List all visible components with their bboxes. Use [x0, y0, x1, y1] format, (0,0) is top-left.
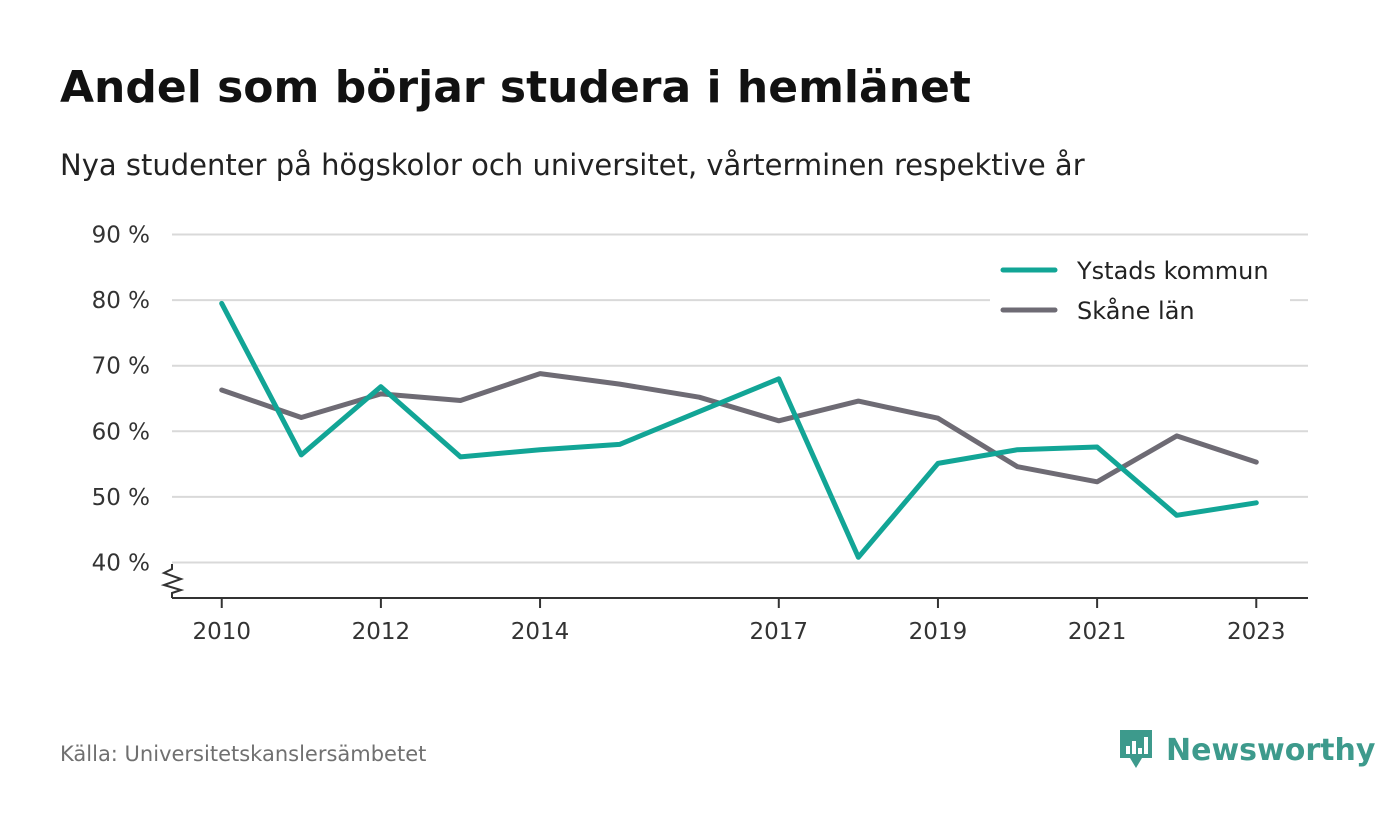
data-point — [458, 455, 462, 459]
legend: Ystads kommun Skåne län — [990, 250, 1290, 332]
grid-lines — [172, 233, 1308, 564]
chart-subtitle: Nya studenter på högskolor och universit… — [60, 148, 1085, 182]
data-point — [220, 388, 224, 392]
data-point — [697, 410, 701, 414]
data-point — [856, 555, 860, 559]
data-point — [299, 416, 303, 420]
axis-break-icon — [160, 564, 185, 598]
data-point — [618, 382, 622, 386]
y-axis-tick-labels: 40 % 50 % 60 % 70 % 80 % 90 % — [92, 223, 150, 577]
data-point — [1254, 460, 1258, 464]
data-point — [1095, 445, 1099, 449]
data-point — [458, 398, 462, 402]
data-point — [538, 448, 542, 452]
y-tick-label: 80 % — [92, 288, 150, 314]
data-point — [1016, 465, 1020, 469]
data-point — [1175, 434, 1179, 438]
source-note: Källa: Universitetskanslersämbetet — [60, 742, 427, 766]
brand-name: Newsworthy — [1166, 732, 1376, 768]
y-tick-label: 40 % — [92, 551, 150, 577]
data-point — [936, 461, 940, 465]
legend-label-0: Ystads kommun — [1076, 257, 1269, 285]
data-point — [379, 385, 383, 389]
x-tick-label: 2021 — [1068, 619, 1127, 645]
data-point — [220, 301, 224, 305]
x-tick-label: 2012 — [352, 619, 411, 645]
data-point — [1175, 513, 1179, 517]
series-lines — [219, 300, 1259, 560]
legend-background — [990, 250, 1290, 332]
data-point — [936, 416, 940, 420]
brand-logo[interactable]: Newsworthy — [1118, 728, 1375, 772]
series-line-1 — [219, 371, 1259, 485]
data-point — [697, 395, 701, 399]
x-axis — [160, 564, 1308, 599]
data-point — [379, 392, 383, 396]
y-tick-label: 70 % — [92, 354, 150, 380]
data-point — [777, 419, 781, 423]
line-chart: 40 %50 %60 %70 %80 %90 % 2010 2012 2014 201… — [92, 223, 1308, 645]
x-tick-label: 2023 — [1227, 619, 1286, 645]
x-tick-label: 2019 — [909, 619, 968, 645]
y-tick-label: 90 % — [92, 223, 150, 249]
legend-label-1: Skåne län — [1077, 296, 1195, 325]
y-tick-label: 60 % — [92, 419, 150, 445]
data-point — [1254, 501, 1258, 505]
newsworthy-logo-icon — [1120, 730, 1152, 768]
y-tick-label: 50 % — [92, 485, 150, 511]
data-point — [538, 372, 542, 376]
series-line-0 — [219, 300, 1259, 560]
data-point — [299, 453, 303, 457]
chart-title: Andel som börjar studera i hemlänet — [60, 62, 971, 113]
data-point — [777, 377, 781, 381]
data-point — [1095, 480, 1099, 484]
data-point — [1016, 448, 1020, 452]
x-tick-label: 2010 — [192, 619, 251, 645]
data-point — [856, 399, 860, 403]
data-point — [618, 442, 622, 446]
x-axis-tick-labels: 2010 2012 2014 2017 2019 2021 2023 — [192, 598, 1286, 645]
x-tick-label: 2017 — [750, 619, 809, 645]
x-tick-label: 2014 — [511, 619, 570, 645]
